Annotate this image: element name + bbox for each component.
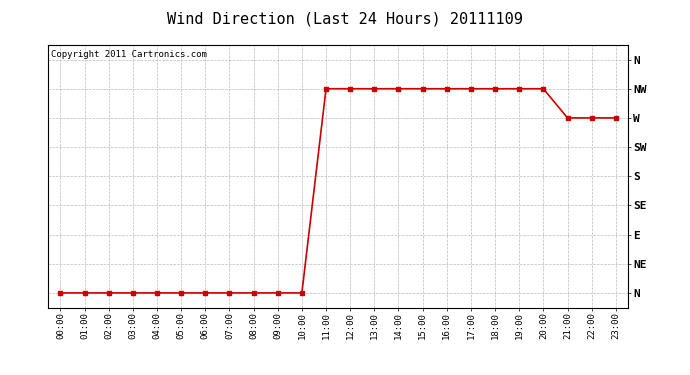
Text: Wind Direction (Last 24 Hours) 20111109: Wind Direction (Last 24 Hours) 20111109 [167,11,523,26]
Text: Copyright 2011 Cartronics.com: Copyright 2011 Cartronics.com [51,50,207,59]
